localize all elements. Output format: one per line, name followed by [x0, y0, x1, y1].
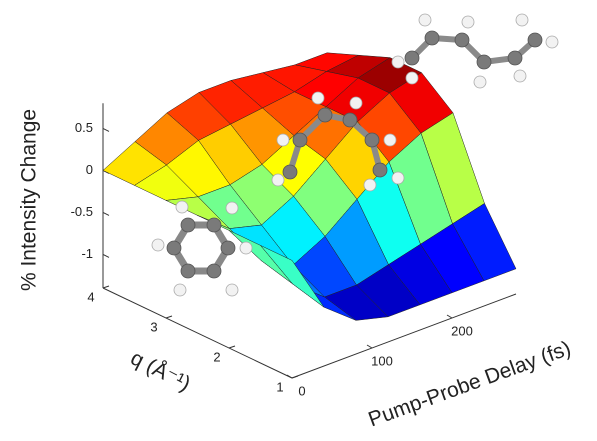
x-axis-label: Pump-Probe Delay (fs) [365, 337, 574, 432]
molecule-hexatriene [391, 13, 559, 89]
y-tick [291, 375, 299, 379]
y-tick [228, 345, 236, 349]
z-tick [102, 127, 110, 132]
z-tick-label: 0 [86, 162, 93, 177]
x-tick-label: 200 [451, 323, 473, 338]
surface-patch [260, 245, 325, 308]
x-tick [366, 344, 373, 349]
x-tick [446, 314, 453, 319]
z-tick [102, 253, 110, 258]
surface [102, 52, 517, 321]
z-axis-label: % Intensity Change [18, 109, 41, 291]
x-tick [286, 374, 293, 379]
y-tick-label: 3 [150, 319, 157, 334]
y-axis-line [102, 287, 293, 379]
x-axis-line [291, 293, 517, 379]
y-tick-label: 4 [87, 289, 94, 304]
y-tick-label: 2 [213, 349, 220, 364]
z-tick-label: -1 [81, 246, 93, 261]
y-tick [102, 285, 110, 289]
z-tick-label: 0.5 [75, 120, 93, 135]
y-tick-label: 1 [276, 379, 283, 394]
y-tick [165, 315, 173, 319]
z-tick-label: -0.5 [71, 204, 93, 219]
y-axis-label: q (Å⁻¹) [127, 346, 194, 395]
molecule-benzene [151, 200, 253, 297]
x-tick-label: 0 [298, 383, 305, 398]
molecule-ring-opening [271, 91, 405, 192]
z-tick [102, 211, 110, 216]
x-tick-label: 100 [371, 353, 393, 368]
